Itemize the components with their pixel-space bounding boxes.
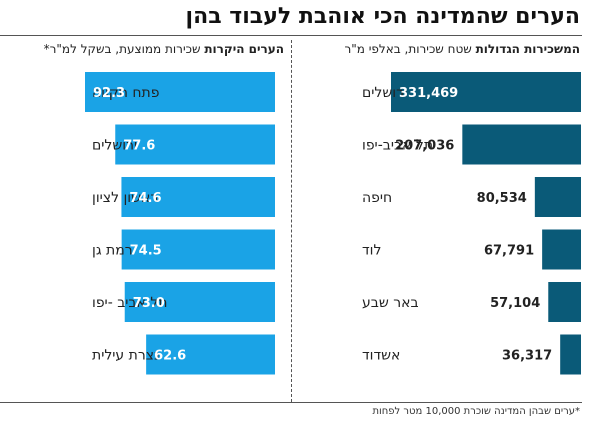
rental-area-category-label: חיפה: [362, 190, 392, 206]
avg-rent-category-label: ראשון לציון: [92, 190, 158, 206]
avg-rent-category-label: פתח תקווה: [92, 85, 159, 101]
rental-area-value-label: 57,104: [490, 296, 540, 311]
rental-area-category-label: תל אביב-יפו: [362, 138, 433, 154]
rental-area-category-label: ירושלים: [362, 85, 407, 101]
rental-area-category-label: לוד: [362, 243, 381, 259]
avg-rent-bar: [121, 229, 275, 270]
left-panel-title: הערים היקרות: [204, 42, 284, 56]
rental-area-value-label: 80,534: [477, 191, 527, 206]
bottom-rule: [0, 402, 582, 403]
panel-divider: [291, 40, 292, 402]
avg-rent-value-label: 73.0: [133, 296, 165, 311]
right-panel-subtitle: שטח שכירות, באלפי מ"ר: [344, 42, 472, 56]
avg-rent-bar: [124, 282, 275, 322]
rental-area-bar: [462, 124, 581, 165]
rental-area-value-label: 67,791: [484, 244, 534, 259]
right-panel-title: המשכירות הגדולות: [475, 42, 580, 56]
left-panel-heading: הערים היקרות שכירות ממוצעת, בשקל למ"ר*: [44, 42, 284, 56]
avg-rent-category-label: ירושלים: [92, 138, 137, 154]
avg-rent-value-label: 92.3: [93, 86, 125, 101]
avg-rent-value-label: 77.6: [123, 139, 155, 154]
rental-area-value-label: 331,469: [399, 86, 458, 101]
avg-rent-value-label: 74.5: [130, 244, 162, 259]
avg-rent-bar: [85, 72, 275, 112]
rental-area-category-label: אשדוד: [362, 348, 400, 364]
rental-area-value-label: 36,317: [502, 349, 552, 364]
left-panel-subtitle: שכירות ממוצעת, בשקל למ"ר*: [43, 42, 201, 56]
avg-rent-value-label: 62.6: [154, 349, 186, 364]
rental-area-value-label: 207,036: [395, 139, 454, 154]
right-panel-heading: המשכירות הגדולות שטח שכירות, באלפי מ"ר: [344, 42, 580, 56]
avg-rent-category-label: רמת גן: [92, 243, 133, 259]
avg-rent-bar: [115, 124, 275, 165]
rental-area-bar: [391, 72, 581, 112]
rental-area-bar: [548, 282, 581, 322]
footnote: *ערים שבהן המדינה שוכרת 10,000 מטר לפחות: [372, 406, 580, 417]
avg-rent-category-label: תל אביב -יפו: [92, 295, 167, 311]
avg-rent-bar: [121, 177, 275, 217]
avg-rent-category-label: נצרת עילית: [92, 348, 160, 364]
avg-rent-bar: [146, 334, 275, 375]
top-rule: [0, 35, 582, 36]
avg-rent-value-label: 74.6: [129, 191, 161, 206]
rental-area-bar: [542, 229, 581, 270]
rental-area-bar: [534, 177, 581, 217]
chart-title: הערים שהמדינה הכי אוהבת לעבוד בהן: [185, 4, 580, 29]
rental-area-category-label: באר שבע: [362, 295, 419, 311]
rental-area-bar: [560, 334, 581, 375]
